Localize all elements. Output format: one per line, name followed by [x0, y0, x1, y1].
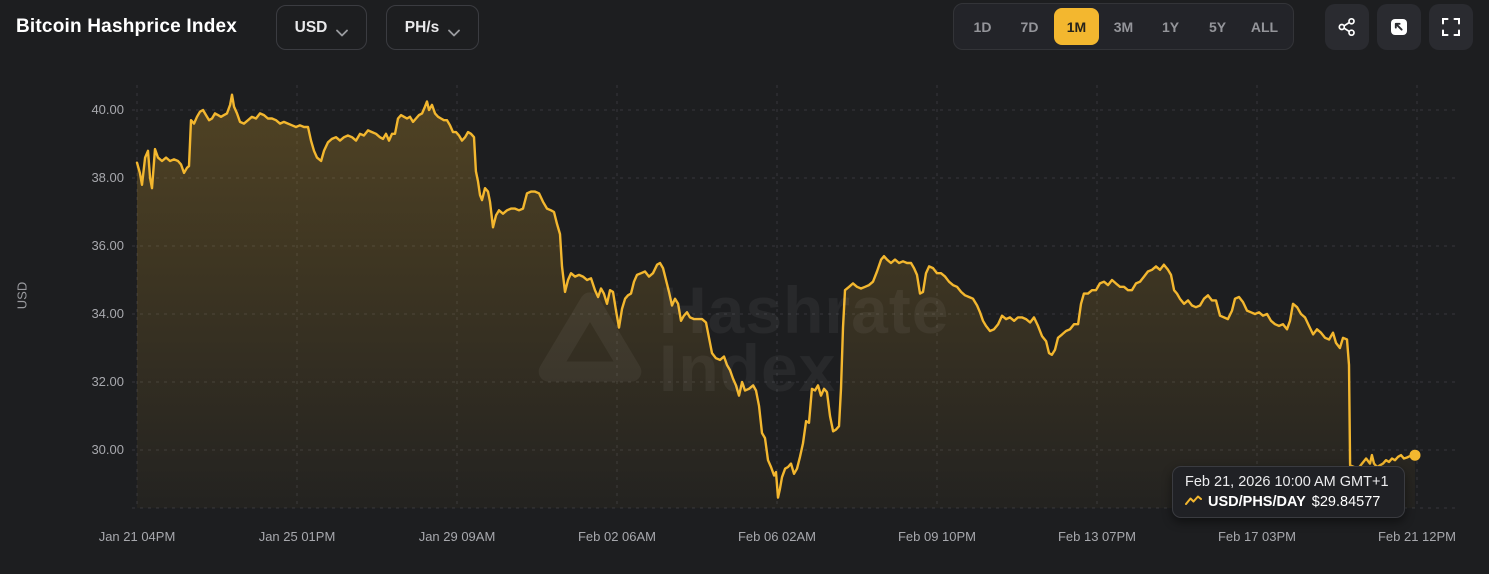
share-icon [1337, 17, 1357, 37]
unit-dropdown[interactable]: PH/s [386, 5, 479, 50]
series-line [135, 93, 1417, 499]
share-button[interactable] [1325, 4, 1369, 50]
tooltip-datetime: Feb 21, 2026 10:00 AM GMT+1 [1185, 474, 1389, 490]
series-area-fill [137, 94, 1415, 508]
range-button-1d[interactable]: 1D [960, 8, 1005, 45]
tooltip-value: $29.84577 [1311, 494, 1381, 510]
x-tick-label: Feb 13 07PM [1057, 529, 1137, 544]
y-tick-label: 40.00 [91, 102, 124, 117]
x-tick-label: Jan 21 04PM [98, 529, 176, 544]
range-button-all[interactable]: ALL [1242, 8, 1287, 45]
y-tick-label: 30.00 [91, 442, 124, 457]
y-tick-label: 32.00 [91, 374, 124, 389]
save-image-button[interactable] [1377, 4, 1421, 50]
x-tick-label: Jan 25 01PM [258, 529, 336, 544]
range-button-1y[interactable]: 1Y [1148, 8, 1193, 45]
fullscreen-button[interactable] [1429, 4, 1473, 50]
range-button-3m[interactable]: 3M [1101, 8, 1146, 45]
chart-tooltip: Feb 21, 2026 10:00 AM GMT+1 USD/PHS/DAY … [1172, 466, 1405, 518]
x-tick-label: Feb 21 12PM [1377, 529, 1457, 544]
fullscreen-icon [1441, 17, 1461, 37]
line-series-icon [1185, 493, 1202, 511]
y-tick-label: 34.00 [91, 306, 124, 321]
x-tick-label: Feb 02 06AM [577, 529, 657, 544]
save-image-icon [1389, 17, 1409, 37]
x-tick-label: Jan 29 09AM [418, 529, 496, 544]
chevron-down-icon [448, 24, 461, 36]
y-tick-label: 36.00 [91, 238, 124, 253]
page-title: Bitcoin Hashprice Index [16, 16, 238, 37]
currency-dropdown-value: USD [294, 18, 328, 36]
unit-dropdown-value: PH/s [404, 18, 440, 36]
range-button-1m[interactable]: 1M [1054, 8, 1099, 45]
x-tick-label: Feb 17 03PM [1217, 529, 1297, 544]
chevron-down-icon [336, 24, 349, 36]
last-point-marker [1409, 449, 1421, 461]
x-tick-label: Feb 09 10PM [897, 529, 977, 544]
x-tick-label: Feb 06 02AM [737, 529, 817, 544]
y-tick-label: 38.00 [91, 170, 124, 185]
currency-dropdown[interactable]: USD [276, 5, 367, 50]
tooltip-series-label: USD/PHS/DAY [1208, 494, 1306, 510]
time-range-selector: 1D 7D 1M 3M 1Y 5Y ALL [953, 3, 1294, 50]
range-button-7d[interactable]: 7D [1007, 8, 1052, 45]
range-button-5y[interactable]: 5Y [1195, 8, 1240, 45]
